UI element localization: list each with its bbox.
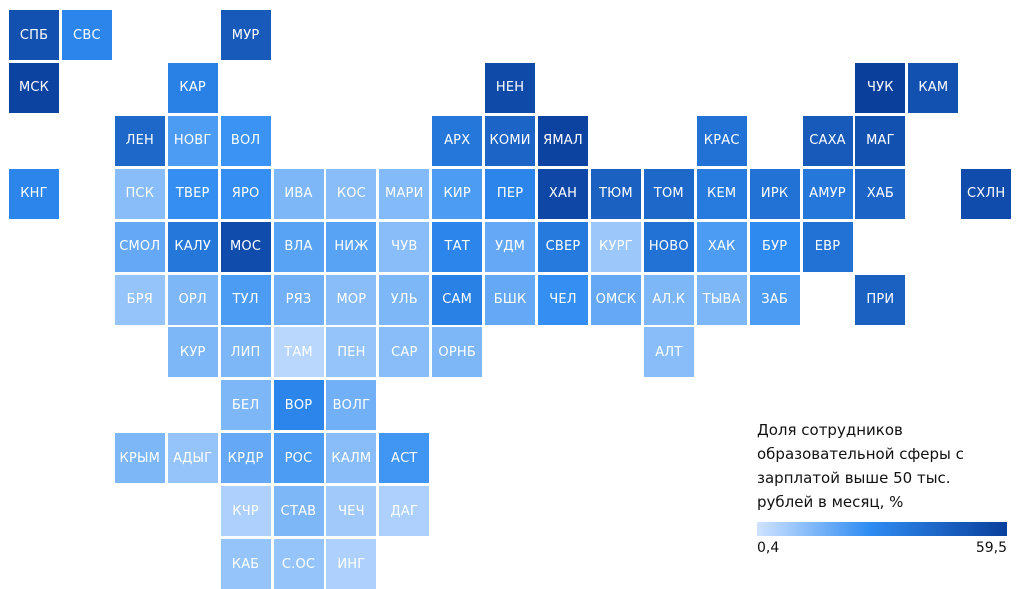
region-tile: НЕН [485, 62, 536, 113]
region-tile: БШК [485, 274, 536, 325]
region-tile: МАГ [855, 115, 906, 166]
region-tile: САХА [802, 115, 853, 166]
region-tile: МАРИ [379, 168, 430, 219]
region-tile: СВС [61, 10, 112, 60]
region-tile: КЧР [220, 486, 271, 537]
region-tile: ЧУВ [379, 221, 430, 272]
region-tile: ПЕР [485, 168, 536, 219]
region-tile: КНГ [9, 168, 59, 219]
legend-gradient-bar [757, 522, 1007, 536]
region-tile: КРЫМ [114, 433, 165, 484]
legend-min-label: 0,4 [757, 540, 780, 556]
region-tile: СТАВ [273, 486, 324, 537]
region-tile: КАР [167, 62, 218, 113]
region-tile: ЛИП [220, 327, 271, 378]
region-tile: НОВО [643, 221, 694, 272]
region-tile: САМ [432, 274, 483, 325]
region-tile: ЯМАЛ [538, 115, 588, 166]
region-tile: УДМ [485, 221, 536, 272]
region-tile: ОРЛ [167, 274, 218, 325]
region-tile: СВЕР [538, 221, 588, 272]
region-tile: КРАС [696, 115, 747, 166]
region-tile: БРЯ [114, 274, 165, 325]
region-tile: БЕЛ [220, 380, 271, 431]
region-tile: ВОЛ [220, 115, 271, 166]
region-tile: ТЮМ [590, 168, 641, 219]
region-tile: ТЫВА [696, 274, 747, 325]
region-tile: ЗАБ [749, 274, 800, 325]
region-tile: ТАТ [432, 221, 483, 272]
region-tile: КАЛУ [167, 221, 218, 272]
region-tile: ХАБ [855, 168, 906, 219]
region-tile: ТУЛ [220, 274, 271, 325]
region-tile: КАБ [220, 539, 271, 589]
region-tile: ВОЛГ [326, 380, 377, 431]
region-tile: КУР [167, 327, 218, 378]
region-tile: АРХ [432, 115, 483, 166]
region-tile: ОМСК [590, 274, 641, 325]
region-tile: АДЫГ [167, 433, 218, 484]
region-tile: ПСК [114, 168, 165, 219]
region-tile: МСК [9, 62, 59, 113]
region-tile: ЛЕН [114, 115, 165, 166]
region-tile: НОВГ [167, 115, 218, 166]
region-tile: ТОМ [643, 168, 694, 219]
region-tile: БУР [749, 221, 800, 272]
region-tile: КЕМ [696, 168, 747, 219]
region-tile: УЛЬ [379, 274, 430, 325]
region-tile: СХЛН [961, 168, 1012, 219]
region-tile: ЧЕЧ [326, 486, 377, 537]
region-tile: ЯРО [220, 168, 271, 219]
region-tile: ИРК [749, 168, 800, 219]
region-tile: ХАК [696, 221, 747, 272]
region-tile: ПЕН [326, 327, 377, 378]
region-tile: АМУР [802, 168, 853, 219]
region-tile: САР [379, 327, 430, 378]
legend-max-label: 59,5 [975, 540, 1007, 556]
region-tile: С.ОС [273, 539, 324, 589]
region-tile: НИЖ [326, 221, 377, 272]
region-tile: КОС [326, 168, 377, 219]
region-tile: КОМИ [485, 115, 536, 166]
region-tile: РОС [273, 433, 324, 484]
region-tile: КРДР [220, 433, 271, 484]
region-tile: ЧУК [855, 62, 906, 113]
region-tile: МУР [220, 10, 271, 60]
region-tile: АЛТ [643, 327, 694, 378]
region-tile: ЧЕЛ [538, 274, 588, 325]
region-tile: СПБ [9, 10, 59, 60]
region-tile: ВОР [273, 380, 324, 431]
region-tile: ОРНБ [432, 327, 483, 378]
region-tile: ВЛА [273, 221, 324, 272]
region-tile: ХАН [538, 168, 588, 219]
region-tile: РЯЗ [273, 274, 324, 325]
region-tile: СМОЛ [114, 221, 165, 272]
region-tile: КУРГ [590, 221, 641, 272]
region-tile: МОС [220, 221, 271, 272]
region-tile: КИР [432, 168, 483, 219]
region-tile: ТВЕР [167, 168, 218, 219]
region-tile: ИНГ [326, 539, 377, 589]
region-tile: ДАГ [379, 486, 430, 537]
legend-labels: 0,4 59,5 [757, 540, 1007, 560]
region-tile: КАМ [908, 62, 959, 113]
color-legend: Доля сотрудников образовательной сферы с… [757, 418, 1007, 560]
region-tile: АСТ [379, 433, 430, 484]
region-tile: ПРИ [855, 274, 906, 325]
region-tile: МОР [326, 274, 377, 325]
region-tile: АЛ.К [643, 274, 694, 325]
region-tile: КАЛМ [326, 433, 377, 484]
region-tile: ТАМ [273, 327, 324, 378]
region-tile: ИВА [273, 168, 324, 219]
legend-title: Доля сотрудников образовательной сферы с… [757, 421, 964, 511]
region-tile: ЕВР [802, 221, 853, 272]
